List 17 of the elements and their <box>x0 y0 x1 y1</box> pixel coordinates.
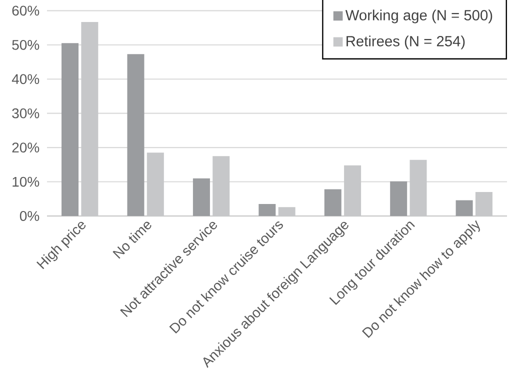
y-tick-label: 10% <box>12 176 40 187</box>
y-tick-label: 20% <box>12 142 40 153</box>
y-tick-label: 40% <box>12 74 40 84</box>
x-tick-label: No time <box>112 222 152 259</box>
bar <box>127 54 144 216</box>
y-tick-label: 0% <box>20 211 40 221</box>
bar <box>258 204 276 216</box>
legend-label: Working age (N = 500) <box>345 10 492 24</box>
bar <box>62 43 79 216</box>
bar <box>192 178 210 216</box>
y-tick-label: 50% <box>12 40 40 50</box>
legend-label: Retirees (N = 254) <box>346 36 465 50</box>
y-tick-label: 60% <box>12 6 40 16</box>
bar <box>324 189 342 216</box>
bar <box>456 200 473 216</box>
bar <box>390 181 408 216</box>
y-tick-label: 30% <box>12 108 40 118</box>
